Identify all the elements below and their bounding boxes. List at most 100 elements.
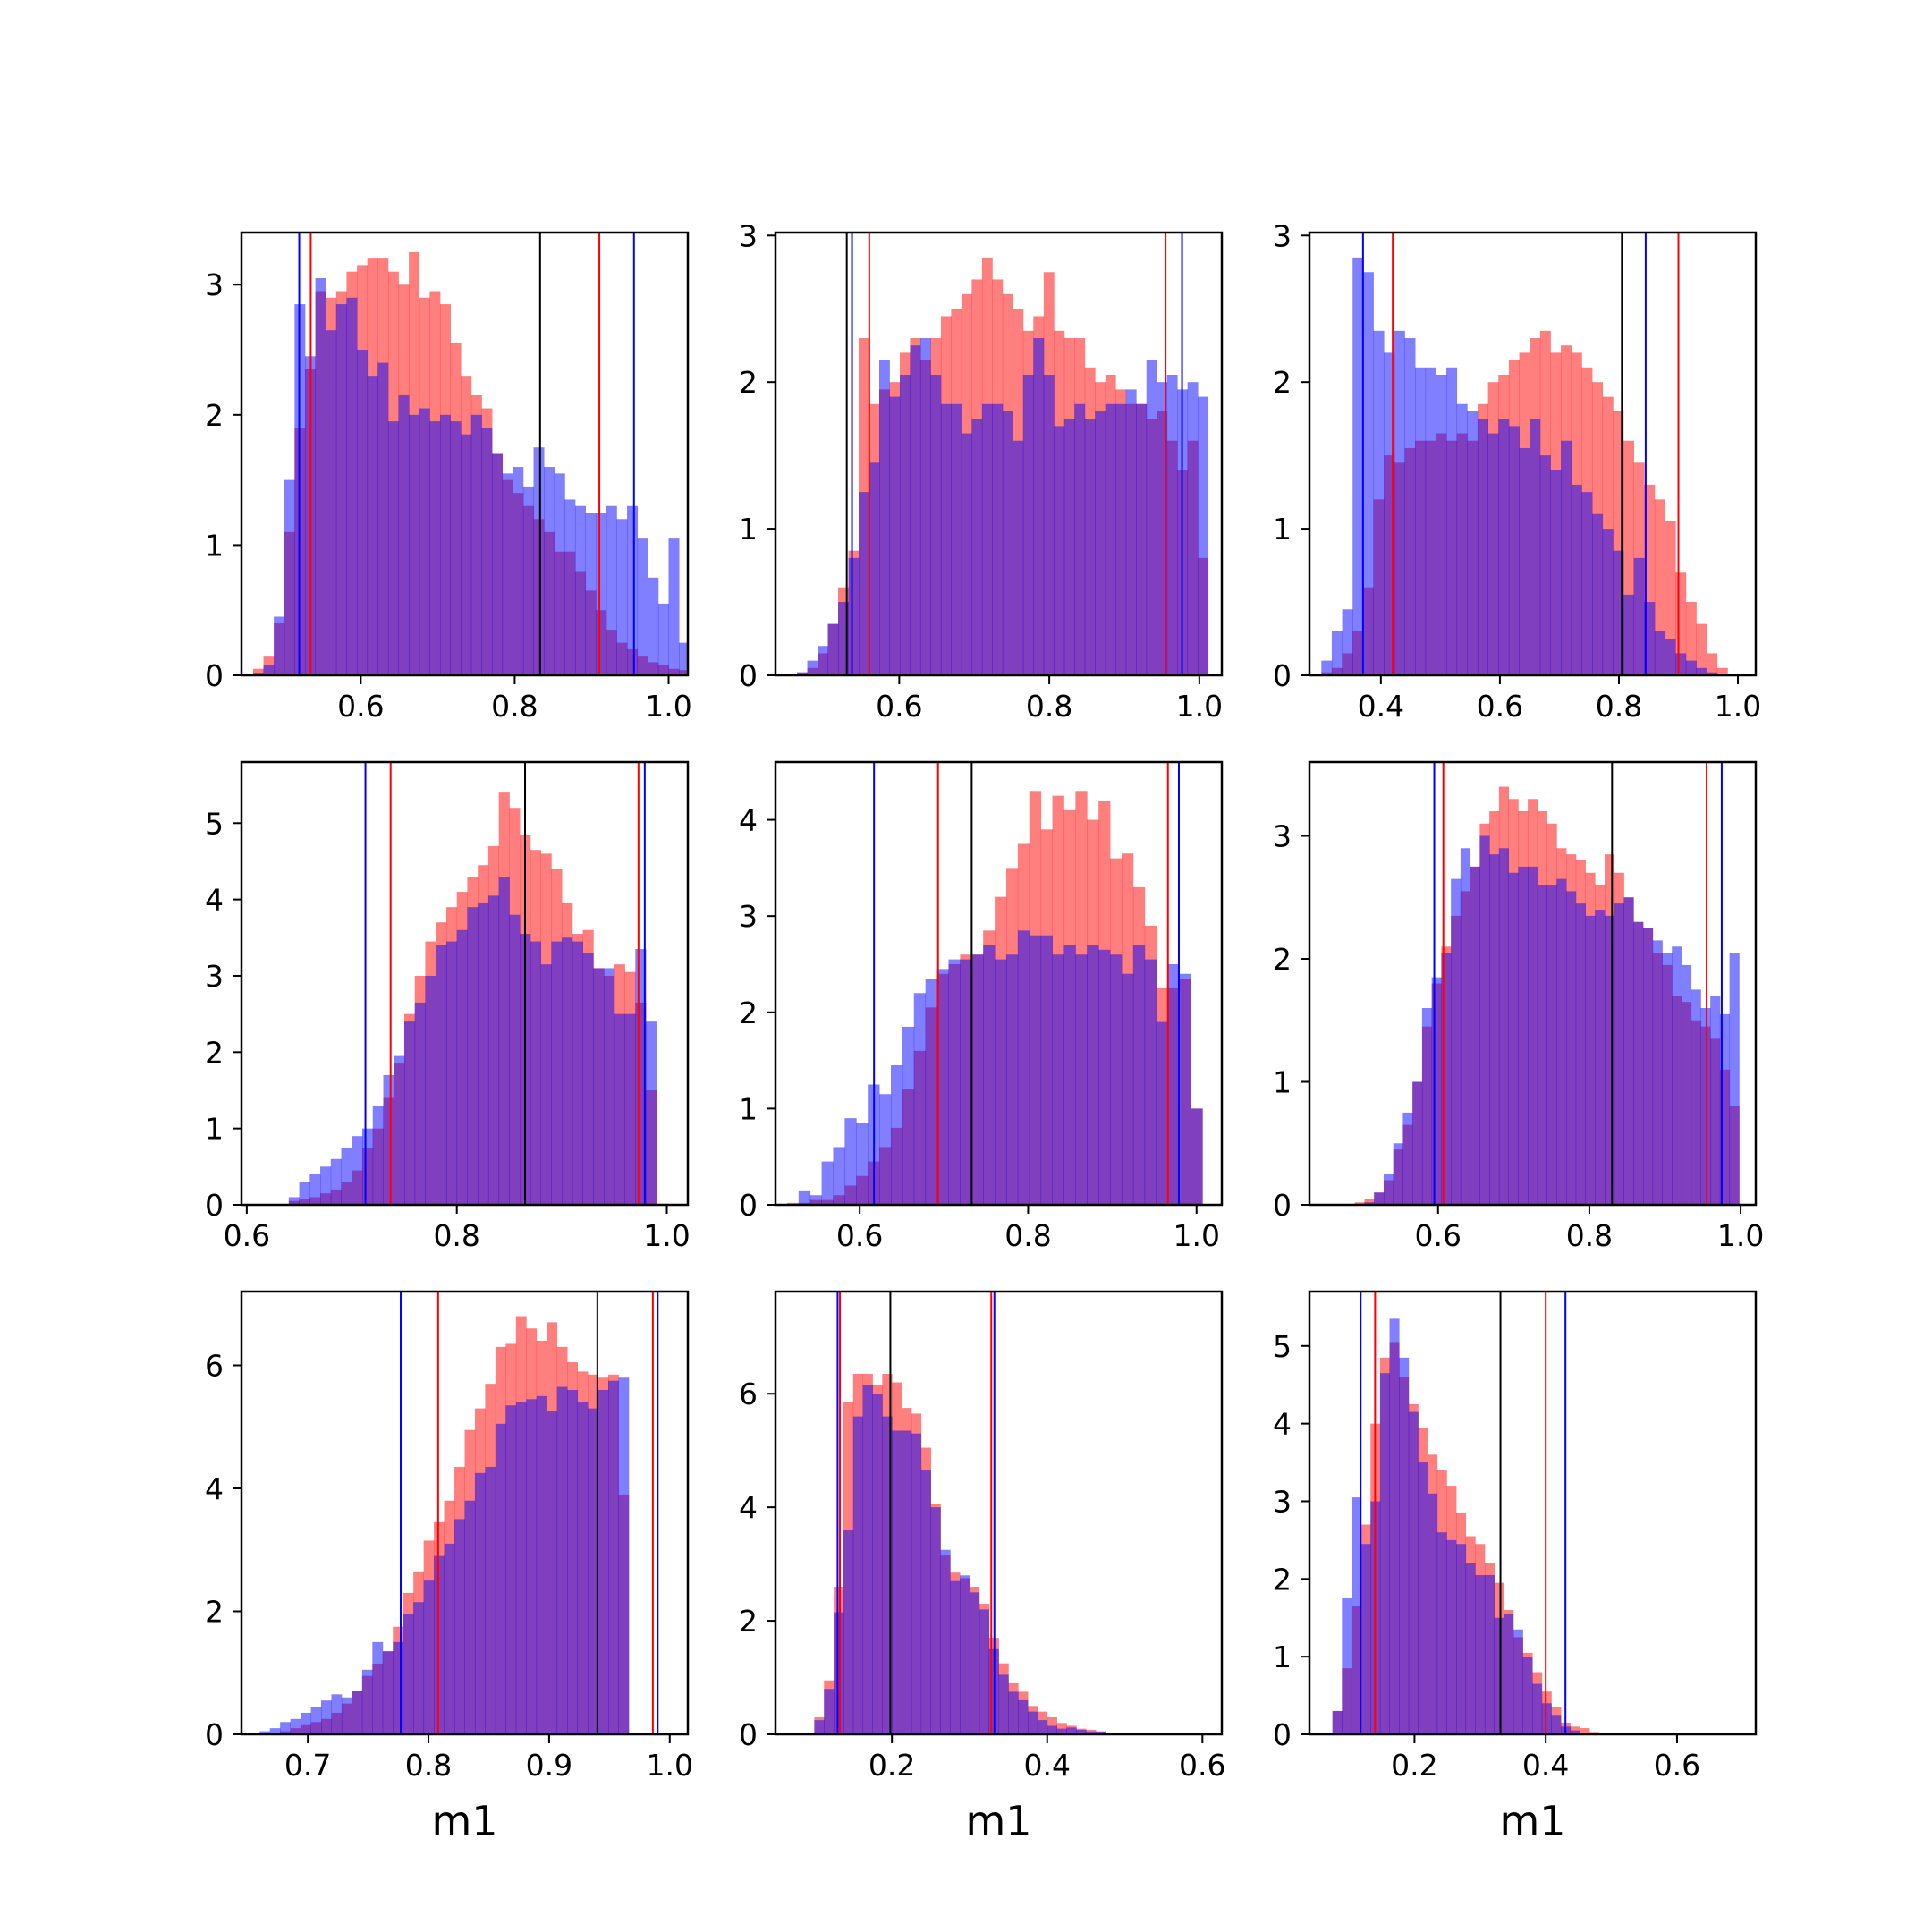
blue-bar: [1425, 367, 1436, 675]
blue-bar: [1373, 330, 1385, 675]
y-tick-label: 3: [1273, 218, 1292, 253]
blue-bar: [798, 1190, 811, 1205]
blue-bar: [1431, 977, 1442, 1205]
histogram-panel-4: 0.6 0.8 1.0 0 1 2 3 4 5: [205, 760, 691, 1253]
blue-bar: [971, 419, 983, 675]
blue-bar: [326, 330, 337, 675]
blue-bar: [341, 1147, 352, 1205]
x-tick-label: 0.6: [876, 689, 922, 724]
blue-bar: [919, 338, 931, 675]
blue-bar: [367, 376, 378, 675]
blue-bar: [1383, 1174, 1394, 1205]
blue-bar: [352, 1690, 363, 1734]
y-tick-label: 2: [205, 1595, 224, 1630]
blue-bar: [567, 1390, 578, 1734]
blue-bar: [1575, 903, 1586, 1205]
x-tick-label: 0.4: [1023, 1748, 1070, 1783]
blue-bar: [1095, 1731, 1106, 1734]
blue-bar: [1095, 411, 1106, 675]
red-bar: [1354, 1202, 1365, 1205]
x-tick-label: 1.0: [1174, 1218, 1220, 1253]
x-tick-label: 0.8: [1004, 1218, 1051, 1253]
x-tick-label: 0.4: [1358, 689, 1404, 724]
blue-bar: [361, 1669, 373, 1734]
blue-bar: [618, 1377, 630, 1734]
blue-bar: [913, 993, 927, 1205]
blue-bar: [425, 975, 436, 1205]
blue-bar: [330, 1158, 342, 1205]
blue-bar: [833, 1147, 845, 1205]
y-tick-label: 4: [205, 883, 224, 918]
blue-bar: [1644, 602, 1656, 675]
y-tick-label: 2: [1273, 365, 1292, 400]
y-tick-label: 2: [739, 996, 758, 1030]
blue-bar: [1029, 935, 1042, 1205]
blue-bar: [1498, 848, 1509, 1205]
blue-bar: [387, 421, 399, 675]
y-tick-label: 0: [1273, 1188, 1292, 1223]
blue-bar: [1451, 878, 1462, 1205]
blue-bar: [1342, 1598, 1352, 1734]
blue-bar: [878, 360, 890, 675]
blue-bar: [827, 623, 839, 675]
blue-bar: [890, 1064, 903, 1205]
blue-bar: [530, 941, 542, 1205]
blue-bar: [998, 1674, 1009, 1734]
blue-bar: [1446, 1539, 1457, 1734]
blue-bar: [1362, 272, 1374, 675]
blue-bar: [1487, 433, 1499, 675]
blue-bar: [515, 1402, 527, 1734]
blue-bar: [423, 1580, 435, 1734]
blue-bar: [1028, 1711, 1038, 1734]
blue-bar: [1484, 1574, 1495, 1734]
blue-bar: [1681, 964, 1692, 1205]
blue-bar: [1421, 1008, 1433, 1205]
y-tick-label: 3: [739, 899, 758, 934]
blue-bar: [848, 557, 860, 675]
blue-bar: [1144, 959, 1157, 1205]
plot-area: [1321, 233, 1728, 675]
blue-bar: [544, 467, 555, 675]
blue-bar: [983, 945, 996, 1205]
red-bar: [1654, 499, 1665, 675]
y-tick-label: 0: [1273, 658, 1292, 693]
blue-bar: [335, 304, 347, 675]
blue-bar: [1571, 484, 1582, 675]
blue-bar: [951, 403, 962, 675]
blue-bar: [301, 1712, 311, 1734]
blue-bar: [444, 1543, 455, 1734]
plot-area: [797, 233, 1209, 675]
x-tick-label: 1.0: [647, 1748, 693, 1783]
blue-bar: [879, 1094, 892, 1205]
blue-bar: [346, 297, 358, 675]
histogram-panel-2: 0.6 0.8 1.0 0 1 2 3: [739, 218, 1224, 724]
blue-bar: [434, 1555, 445, 1734]
axes-frame: [240, 760, 690, 1207]
blue-bar: [807, 660, 818, 675]
blue-bar: [1633, 921, 1644, 1205]
blue-bar: [995, 959, 1007, 1205]
x-tick-label: 0.8: [491, 689, 538, 724]
y-tick-label: 3: [1273, 819, 1292, 854]
y-tick-label: 2: [205, 398, 224, 433]
blue-bar: [1498, 419, 1510, 675]
y-tick-label: 4: [205, 1471, 224, 1506]
y-tick-label: 3: [205, 959, 224, 994]
blue-bar: [1086, 1731, 1097, 1734]
blue-bar: [1179, 973, 1191, 1205]
blue-bar: [1017, 930, 1030, 1205]
histogram-panel-8: 0.2 0.4 0.6 0 2 4 6 m1: [739, 1290, 1226, 1845]
blue-bar: [948, 959, 961, 1205]
blue-bar: [513, 467, 524, 675]
blue-bar: [1566, 891, 1577, 1205]
blue-bar: [950, 1580, 961, 1734]
blue-bar: [1412, 1081, 1423, 1205]
red-bar: [252, 668, 264, 675]
blue-bar: [1146, 360, 1157, 675]
histogram-panel-6: 0.6 0.8 1.0 0 1 2 3: [1273, 760, 1764, 1253]
blue-bar: [1360, 1544, 1371, 1734]
blue-bar: [1063, 419, 1075, 675]
blue-bar: [321, 1700, 332, 1734]
blue-bar: [320, 1166, 332, 1205]
blue-bar: [872, 1394, 883, 1734]
